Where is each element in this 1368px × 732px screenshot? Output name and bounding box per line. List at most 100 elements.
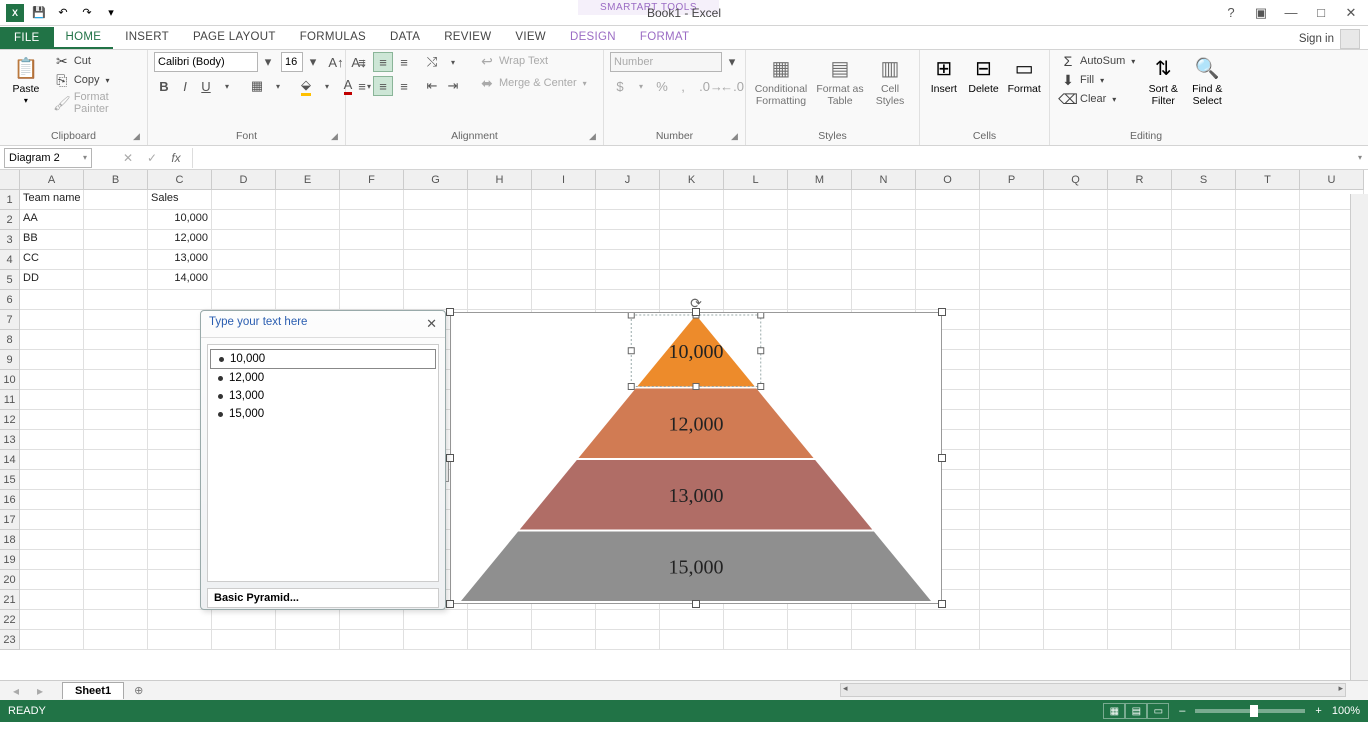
user-avatar-icon[interactable] — [1340, 29, 1360, 49]
cell[interactable] — [852, 290, 916, 310]
cell[interactable] — [1108, 390, 1172, 410]
col-header[interactable]: R — [1108, 170, 1172, 190]
cell[interactable] — [1108, 630, 1172, 650]
chevron-down-icon[interactable]: ▾ — [631, 76, 651, 96]
cell[interactable] — [1172, 370, 1236, 390]
qat-customize-icon[interactable]: ▾ — [100, 2, 122, 24]
cell[interactable] — [1044, 390, 1108, 410]
cell[interactable] — [1236, 410, 1300, 430]
cell[interactable]: BB — [20, 230, 84, 250]
zoom-out-button[interactable]: – — [1179, 705, 1185, 717]
cell[interactable] — [1108, 230, 1172, 250]
delete-cells-button[interactable]: ⊟Delete — [966, 52, 1002, 96]
cell[interactable] — [84, 590, 148, 610]
cell[interactable] — [1236, 430, 1300, 450]
cell[interactable] — [980, 510, 1044, 530]
tab-file[interactable]: FILE — [0, 27, 54, 49]
cell[interactable] — [916, 610, 980, 630]
cut-button[interactable]: ✂Cut — [50, 52, 141, 70]
cell[interactable] — [340, 630, 404, 650]
cell[interactable] — [1236, 510, 1300, 530]
maximize-button[interactable]: □ — [1308, 2, 1334, 24]
cell[interactable] — [212, 230, 276, 250]
cell[interactable] — [980, 430, 1044, 450]
row-header[interactable]: 17 — [0, 510, 20, 530]
help-button[interactable]: ? — [1218, 2, 1244, 24]
cell[interactable] — [980, 330, 1044, 350]
cell[interactable] — [916, 290, 980, 310]
number-format-combo[interactable] — [610, 52, 722, 72]
smartart-container[interactable]: ⟳ ▸ 10,00012,00013,00015,000 — [450, 312, 942, 604]
vertical-scrollbar[interactable] — [1350, 194, 1368, 684]
cell[interactable] — [788, 630, 852, 650]
cell[interactable] — [980, 490, 1044, 510]
cell[interactable] — [980, 190, 1044, 210]
cell[interactable] — [724, 270, 788, 290]
cell[interactable] — [468, 610, 532, 630]
cell[interactable] — [1172, 270, 1236, 290]
cell[interactable] — [1044, 590, 1108, 610]
cell[interactable] — [1236, 610, 1300, 630]
cell[interactable] — [1044, 190, 1108, 210]
row-header[interactable]: 23 — [0, 630, 20, 650]
dialog-launcher-icon[interactable]: ◢ — [133, 131, 145, 143]
cell[interactable]: Sales — [148, 190, 212, 210]
cell[interactable] — [596, 250, 660, 270]
row-header[interactable]: 16 — [0, 490, 20, 510]
cell[interactable] — [660, 630, 724, 650]
autosum-button[interactable]: ΣAutoSum▾ — [1056, 52, 1139, 70]
format-as-table-button[interactable]: ▤Format as Table — [814, 52, 866, 107]
cell[interactable] — [276, 610, 340, 630]
cell[interactable] — [340, 210, 404, 230]
cell[interactable] — [1044, 410, 1108, 430]
row-header[interactable]: 22 — [0, 610, 20, 630]
cell[interactable] — [1108, 410, 1172, 430]
cell[interactable] — [20, 430, 84, 450]
cell[interactable] — [20, 330, 84, 350]
cell[interactable] — [404, 610, 468, 630]
enter-icon[interactable]: ✓ — [140, 148, 164, 168]
row-header[interactable]: 18 — [0, 530, 20, 550]
cell[interactable] — [1044, 570, 1108, 590]
increase-indent-button[interactable]: ⇥ — [443, 76, 463, 96]
cell[interactable] — [1044, 270, 1108, 290]
sign-in-link[interactable]: Sign in — [1299, 33, 1334, 45]
cell[interactable] — [1044, 350, 1108, 370]
col-header[interactable]: F — [340, 170, 404, 190]
cell-styles-button[interactable]: ▥Cell Styles — [870, 52, 910, 107]
cell[interactable] — [1172, 470, 1236, 490]
col-header[interactable]: S — [1172, 170, 1236, 190]
cell[interactable] — [1044, 450, 1108, 470]
resize-handle[interactable] — [692, 308, 700, 316]
cell[interactable] — [1172, 550, 1236, 570]
row-header[interactable]: 19 — [0, 550, 20, 570]
cell[interactable] — [1108, 210, 1172, 230]
cell[interactable] — [212, 190, 276, 210]
resize-handle[interactable] — [693, 384, 699, 390]
cell[interactable] — [212, 630, 276, 650]
cell[interactable] — [788, 270, 852, 290]
cell[interactable]: CC — [20, 250, 84, 270]
cell[interactable] — [1236, 250, 1300, 270]
cell[interactable] — [1044, 290, 1108, 310]
col-header[interactable]: P — [980, 170, 1044, 190]
smartart-text-pane[interactable]: Type your text here ✕ 10,00012,00013,000… — [200, 310, 446, 610]
cell[interactable] — [1044, 630, 1108, 650]
minimize-button[interactable]: — — [1278, 2, 1304, 24]
row-header[interactable]: 12 — [0, 410, 20, 430]
align-top-button[interactable]: ≡ — [352, 52, 372, 72]
col-header[interactable]: M — [788, 170, 852, 190]
cell[interactable] — [1108, 370, 1172, 390]
cell[interactable] — [340, 270, 404, 290]
cell[interactable] — [1044, 370, 1108, 390]
cell[interactable] — [980, 450, 1044, 470]
cell[interactable] — [84, 230, 148, 250]
cell[interactable] — [532, 290, 596, 310]
cell[interactable] — [84, 210, 148, 230]
cell[interactable] — [1172, 490, 1236, 510]
cell[interactable] — [980, 250, 1044, 270]
expand-formula-bar-icon[interactable]: ▾ — [1352, 153, 1368, 162]
cell[interactable] — [1236, 470, 1300, 490]
save-icon[interactable]: 💾 — [28, 2, 50, 24]
cell[interactable] — [1172, 530, 1236, 550]
